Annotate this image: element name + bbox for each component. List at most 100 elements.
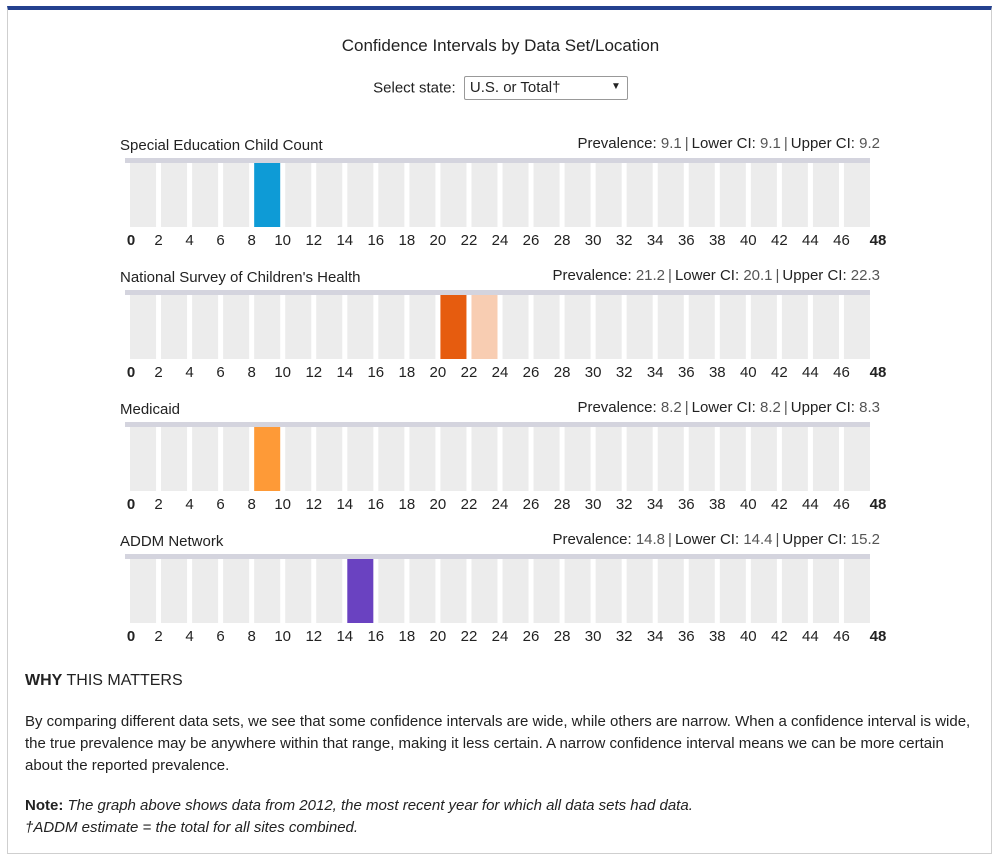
tick-label: 26: [522, 364, 540, 381]
page-title: Confidence Intervals by Data Set/Locatio…: [341, 36, 660, 55]
empty-cell: [812, 427, 839, 491]
empty-cell: [130, 427, 157, 491]
empty-cell: [440, 427, 467, 491]
empty-cell: [130, 295, 157, 359]
dropdown-arrow-icon[interactable]: ▼: [610, 81, 621, 92]
tick-label: 22: [460, 364, 478, 381]
tick-label: 42: [771, 496, 788, 513]
empty-cell: [409, 559, 436, 623]
tick-label: 42: [771, 364, 788, 381]
stats-separator: |: [783, 135, 788, 152]
tick-label: 24: [491, 496, 509, 513]
tick-label: 46: [833, 232, 850, 249]
chart-top-rail: [125, 554, 870, 559]
why-heading-bold: WHY: [25, 672, 63, 689]
tick-label: 4: [185, 364, 194, 381]
empty-cell: [719, 163, 746, 227]
tick-label: 0: [126, 628, 136, 645]
tick-label: 20: [429, 364, 447, 381]
tick-label: 32: [615, 364, 633, 381]
chart-panel: Confidence Intervals by Data Set/Locatio…: [7, 6, 992, 854]
chart-title: Medicaid: [120, 401, 181, 418]
empty-cell: [750, 295, 777, 359]
chart-svg: [130, 163, 870, 227]
empty-cell: [223, 427, 250, 491]
empty-cell: [781, 295, 808, 359]
note-block: Note: The graph above shows data from 20…: [25, 795, 975, 839]
tick-label: 28: [553, 364, 571, 381]
why-heading-rest: THIS MATTERS: [62, 672, 183, 689]
tick-label: 6: [216, 496, 225, 513]
empty-cell: [595, 163, 622, 227]
empty-cell: [378, 559, 405, 623]
state-select[interactable]: U.S. or Total† ▼: [463, 76, 628, 100]
empty-cell: [347, 295, 374, 359]
empty-cell: [564, 559, 591, 623]
chart-stats: Prevalence: 14.8 | Lower CI: 14.4 | Upper CI…: [552, 531, 880, 548]
tick-label: 14: [336, 364, 354, 381]
empty-cell: [688, 295, 715, 359]
empty-cell: [719, 427, 746, 491]
tick-label: 4: [185, 496, 194, 513]
stats-separator: |: [668, 267, 672, 284]
tick-label: 34: [646, 364, 664, 381]
tick-label: 32: [615, 496, 633, 513]
prevalence-label: Prevalence:: [577, 135, 657, 152]
chart-title: National Survey of Children's Health: [120, 269, 361, 286]
tick-label: 12: [305, 628, 323, 645]
empty-cell: [223, 559, 250, 623]
tick-label: 46: [833, 628, 850, 645]
empty-cell: [843, 559, 870, 623]
empty-cell: [285, 427, 312, 491]
tick-label: 18: [398, 628, 416, 645]
tick-label: 24: [491, 628, 509, 645]
upper-ci-value: 15.2: [850, 531, 880, 548]
tick-label: 24: [491, 364, 509, 381]
empty-cell: [781, 427, 808, 491]
empty-cell: [781, 559, 808, 623]
empty-cell: [192, 163, 219, 227]
empty-cell: [812, 295, 839, 359]
empty-cell: [161, 163, 188, 227]
empty-cell: [781, 163, 808, 227]
upper-ci-label: Upper CI:: [790, 399, 855, 416]
chart-2: Medicaid Prevalence: 8.2 | Lower CI: 8.2 | Up…: [8, 399, 993, 533]
prevalence-value: 21.2: [635, 267, 666, 284]
stats-separator: |: [775, 267, 780, 284]
state-select-value: U.S. or Total†: [469, 79, 561, 96]
tick-label: 40: [739, 232, 757, 249]
empty-cell: [254, 559, 281, 623]
tick-label: 8: [247, 496, 256, 513]
chart-1: National Survey of Children's Health Prev…: [8, 267, 993, 401]
tick-label: 42: [771, 628, 788, 645]
tick-label: 18: [398, 364, 416, 381]
tick-label: 46: [833, 496, 850, 513]
empty-cell: [192, 427, 219, 491]
prevalence-label: Prevalence:: [552, 267, 632, 284]
empty-cell: [316, 559, 343, 623]
stats-separator: |: [684, 399, 689, 416]
tick-label: 14: [336, 628, 354, 645]
tick-label: 48: [869, 628, 887, 645]
empty-cell: [192, 559, 219, 623]
chart-top-rail: [125, 422, 870, 427]
tick-label: 34: [646, 496, 664, 513]
tick-label: 0: [126, 232, 136, 249]
lower-ci-label: Lower CI:: [691, 135, 756, 152]
empty-cell: [533, 559, 560, 623]
chart-top-rail: [125, 158, 870, 163]
empty-cell: [564, 295, 591, 359]
upper-ci-value: 22.3: [850, 267, 880, 284]
lower-ci-value: 14.4: [743, 531, 773, 548]
tick-label: 10: [274, 232, 292, 249]
state-select-row: Select state: U.S. or Total† ▼: [8, 76, 993, 100]
empty-cell: [688, 559, 715, 623]
tick-label: 18: [398, 232, 416, 249]
tick-label: 36: [677, 364, 695, 381]
tick-label: 20: [429, 628, 447, 645]
tick-label: 16: [367, 364, 385, 381]
tick-label: 28: [553, 628, 571, 645]
tick-label: 48: [869, 364, 887, 381]
tick-label: 20: [429, 232, 447, 249]
upper-ci-value: 9.2: [859, 135, 880, 152]
